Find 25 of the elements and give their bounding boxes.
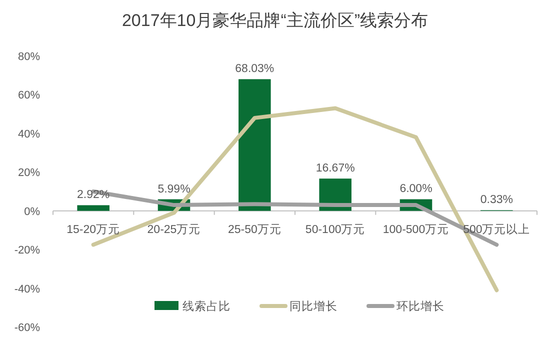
data-label: 2.92% (77, 189, 110, 202)
y-tick-label: 20% (18, 167, 40, 180)
x-tick-label: 100-500万元 (382, 222, 450, 236)
y-tick-label: 0% (24, 206, 40, 218)
data-label: 16.67% (316, 162, 355, 175)
y-tick-label: 40% (18, 128, 40, 140)
bar (77, 205, 110, 211)
x-tick-label: 50-100万元 (305, 222, 366, 236)
y-tick-label: -60% (14, 322, 40, 334)
x-tick-label: 15-20万元 (66, 222, 120, 236)
x-tick-label: 20-25万元 (147, 222, 201, 236)
bar (238, 79, 271, 211)
legend-label: 环比增长 (396, 300, 444, 313)
data-label: 68.03% (235, 63, 274, 76)
data-label: 0.33% (480, 194, 513, 206)
legend-label: 线索占比 (182, 300, 230, 313)
y-tick-label: 80% (18, 51, 40, 63)
legend-label: 同比增长 (290, 300, 338, 313)
data-label: 6.00% (400, 183, 432, 196)
y-tick-label: 60% (18, 90, 40, 102)
x-tick-label: 25-50万元 (228, 222, 282, 236)
data-label: 5.99% (158, 183, 190, 196)
chart-title: 2017年10月豪华品牌“主流价区”线索分布 (122, 11, 428, 30)
y-tick-label: -20% (14, 244, 40, 257)
y-tick-label: -40% (14, 283, 40, 296)
